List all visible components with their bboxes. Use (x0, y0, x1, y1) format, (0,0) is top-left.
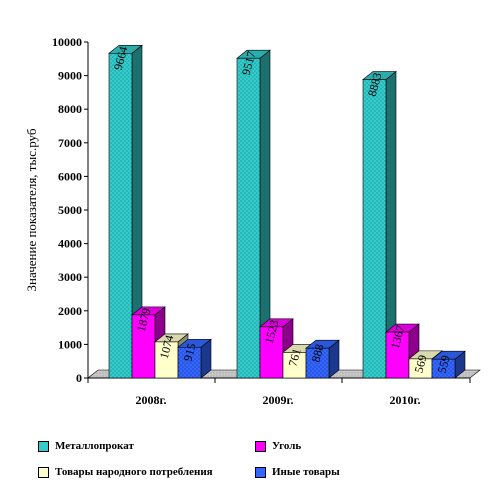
data-label: 915 (181, 342, 199, 363)
y-tick-label: 1000 (58, 337, 82, 351)
y-tick-label: 4000 (58, 237, 82, 251)
legend-swatch (255, 466, 266, 478)
legend-item: Уголь (255, 440, 301, 452)
y-tick-label: 6000 (58, 169, 82, 183)
bar (305, 339, 340, 379)
data-label: 9517 (239, 50, 259, 77)
y-tick-label: 5000 (58, 203, 82, 217)
data-label: 569 (412, 353, 430, 374)
bar (362, 70, 397, 379)
legend-label: Товары народного потребления (55, 466, 213, 478)
legend-item: Металлопрокат (38, 440, 134, 452)
labels-layer: 9664 9517 8883 1879 1523 1367 1074 761 569 915 888… (111, 45, 453, 375)
data-label: 9664 (111, 45, 131, 72)
data-label: 1074 (157, 333, 177, 360)
category-label: 2010г. (389, 393, 420, 407)
legend-label: Уголь (272, 440, 302, 452)
category-label: 2009г. (262, 393, 293, 407)
data-label: 1523 (262, 318, 282, 345)
y-tick-label: 8000 (58, 102, 82, 116)
y-axis-label: Значение показателя, тыс.руб (24, 128, 39, 291)
bar (431, 350, 466, 379)
legend-item: Товары народного потребления (38, 466, 213, 478)
y-tick-label: 10000 (52, 35, 82, 49)
data-label: 559 (435, 354, 453, 375)
bars-layer (108, 44, 466, 379)
bar (108, 44, 143, 379)
y-tick-label: 2000 (58, 304, 82, 318)
y-tick-label: 9000 (58, 69, 82, 83)
bar (236, 49, 271, 379)
legend-label: Металлопрокат (55, 440, 134, 452)
data-label: 888 (309, 343, 327, 364)
legend-label: Иные товары (272, 466, 340, 478)
data-label: 1367 (388, 324, 408, 351)
legend-swatch (38, 466, 49, 478)
legend-swatch (38, 440, 49, 452)
y-tick-label: 0 (76, 371, 82, 385)
legend-swatch (255, 440, 266, 452)
data-label: 1879 (134, 306, 154, 333)
y-tick-label: 3000 (58, 270, 82, 284)
category-label: 2008г. (135, 393, 166, 407)
legend-item: Иные товары (255, 466, 340, 478)
y-tick-label: 7000 (58, 136, 82, 150)
data-label: 761 (286, 347, 304, 368)
data-label: 8883 (365, 71, 385, 98)
bar (177, 338, 212, 379)
